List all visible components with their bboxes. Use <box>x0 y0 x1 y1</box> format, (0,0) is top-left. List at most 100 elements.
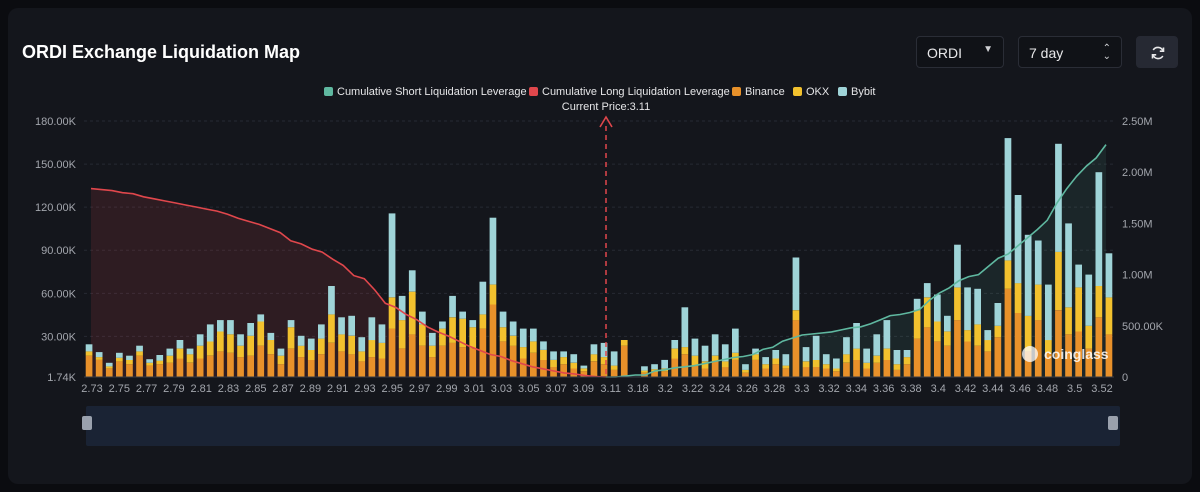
bar-binance <box>206 355 214 377</box>
x-tick-label: 2.79 <box>163 383 184 395</box>
bar-binance <box>661 371 668 377</box>
refresh-button[interactable] <box>1136 36 1178 68</box>
bar-bybit <box>338 317 345 335</box>
bar-bybit <box>368 317 376 341</box>
symbol-select[interactable]: ORDI ▼ <box>916 36 1004 68</box>
bar-okx <box>1105 297 1113 335</box>
zoom-slider-track <box>86 406 1120 446</box>
bar-bybit <box>247 323 254 336</box>
bar-okx <box>954 287 961 321</box>
bar-okx <box>711 355 719 362</box>
bar-binance <box>126 364 133 377</box>
bar-bybit <box>519 328 527 348</box>
bar-okx <box>641 370 648 373</box>
bar-okx <box>580 368 588 372</box>
bar-okx <box>85 351 93 356</box>
bar-okx <box>782 365 790 369</box>
bar-binance <box>752 359 759 377</box>
legend-swatch <box>732 87 741 96</box>
legend-swatch <box>793 87 802 96</box>
bar-bybit <box>853 323 860 349</box>
bar-okx <box>822 364 830 369</box>
bar-binance <box>873 362 881 377</box>
bar-binance <box>843 362 850 377</box>
bar-binance <box>974 345 981 377</box>
bar-binance <box>833 371 840 377</box>
bar-bybit <box>1024 234 1032 316</box>
zoom-handle-right[interactable] <box>1108 416 1118 430</box>
bar-okx <box>742 369 749 373</box>
bar-bybit <box>610 351 618 366</box>
bar-okx <box>429 345 436 358</box>
bar-bybit <box>499 311 507 328</box>
bar-bybit <box>661 359 668 369</box>
bar-binance <box>267 354 275 377</box>
x-tick-label: 2.77 <box>136 383 157 395</box>
legend-swatch <box>838 87 847 96</box>
bar-okx <box>206 341 214 356</box>
bar-binance <box>651 372 658 377</box>
bar-bybit <box>1045 284 1052 341</box>
x-tick-label: 3.42 <box>955 383 976 395</box>
bar-bybit <box>792 257 800 311</box>
bar-binance <box>742 372 749 377</box>
bar-binance <box>95 359 103 377</box>
refresh-icon <box>1151 46 1165 60</box>
bar-okx <box>944 331 951 346</box>
bar-okx <box>166 355 174 363</box>
bar-bybit <box>1075 264 1082 288</box>
bar-binance <box>802 367 810 377</box>
bar-bybit <box>267 332 275 340</box>
x-tick-label: 3.44 <box>982 383 1003 395</box>
zoom-handle-left[interactable] <box>82 416 92 430</box>
bar-bybit <box>1065 223 1072 308</box>
bar-binance <box>459 347 466 377</box>
bar-bybit <box>398 295 406 321</box>
bar-bybit <box>217 320 224 332</box>
bar-binance <box>600 364 608 377</box>
bar-bybit <box>85 344 93 352</box>
y-right-tick-label: 500.00K <box>1122 321 1164 333</box>
y-right-tick-label: 2.00M <box>1122 167 1153 179</box>
bar-bybit <box>237 334 244 346</box>
bar-okx <box>257 321 265 346</box>
chevron-down-icon: ▼ <box>983 44 993 55</box>
bar-bybit <box>95 352 103 358</box>
bar-bybit <box>146 359 153 363</box>
bar-okx <box>328 314 335 343</box>
bar-binance <box>196 358 204 377</box>
range-select[interactable]: 7 day ⌃ ⌄ <box>1018 36 1122 68</box>
bar-binance <box>530 352 537 377</box>
bar-okx <box>1075 287 1082 332</box>
x-tick-label: 3.28 <box>764 383 785 395</box>
x-tick-label: 3.34 <box>846 383 867 395</box>
bar-binance <box>217 351 224 377</box>
y-left-tick-label: 120.00K <box>35 202 77 214</box>
x-tick-label: 3.2 <box>658 383 673 395</box>
bar-bybit <box>156 355 164 361</box>
bar-bybit <box>1105 253 1113 298</box>
bar-binance <box>398 348 406 377</box>
bar-okx <box>1034 284 1042 321</box>
bar-binance <box>691 365 699 377</box>
bar-bybit <box>408 270 416 292</box>
chart-card <box>8 8 1192 484</box>
bar-binance <box>711 361 719 377</box>
x-tick-label: 2.87 <box>272 383 293 395</box>
x-tick-label: 2.75 <box>109 383 130 395</box>
bar-okx <box>560 357 567 365</box>
bar-okx <box>530 341 537 353</box>
bar-binance <box>923 327 931 377</box>
x-tick-label: 2.91 <box>327 383 348 395</box>
bar-okx <box>338 334 345 352</box>
symbol-value: ORDI <box>927 45 962 61</box>
legend-item: OKX <box>806 86 830 98</box>
bar-okx <box>984 340 992 352</box>
bar-binance <box>277 364 285 377</box>
bar-okx <box>903 357 911 365</box>
bar-okx <box>802 361 810 368</box>
bar-binance <box>519 358 527 377</box>
bar-okx <box>105 366 113 369</box>
bar-bybit <box>590 344 598 355</box>
bar-okx <box>721 361 729 368</box>
